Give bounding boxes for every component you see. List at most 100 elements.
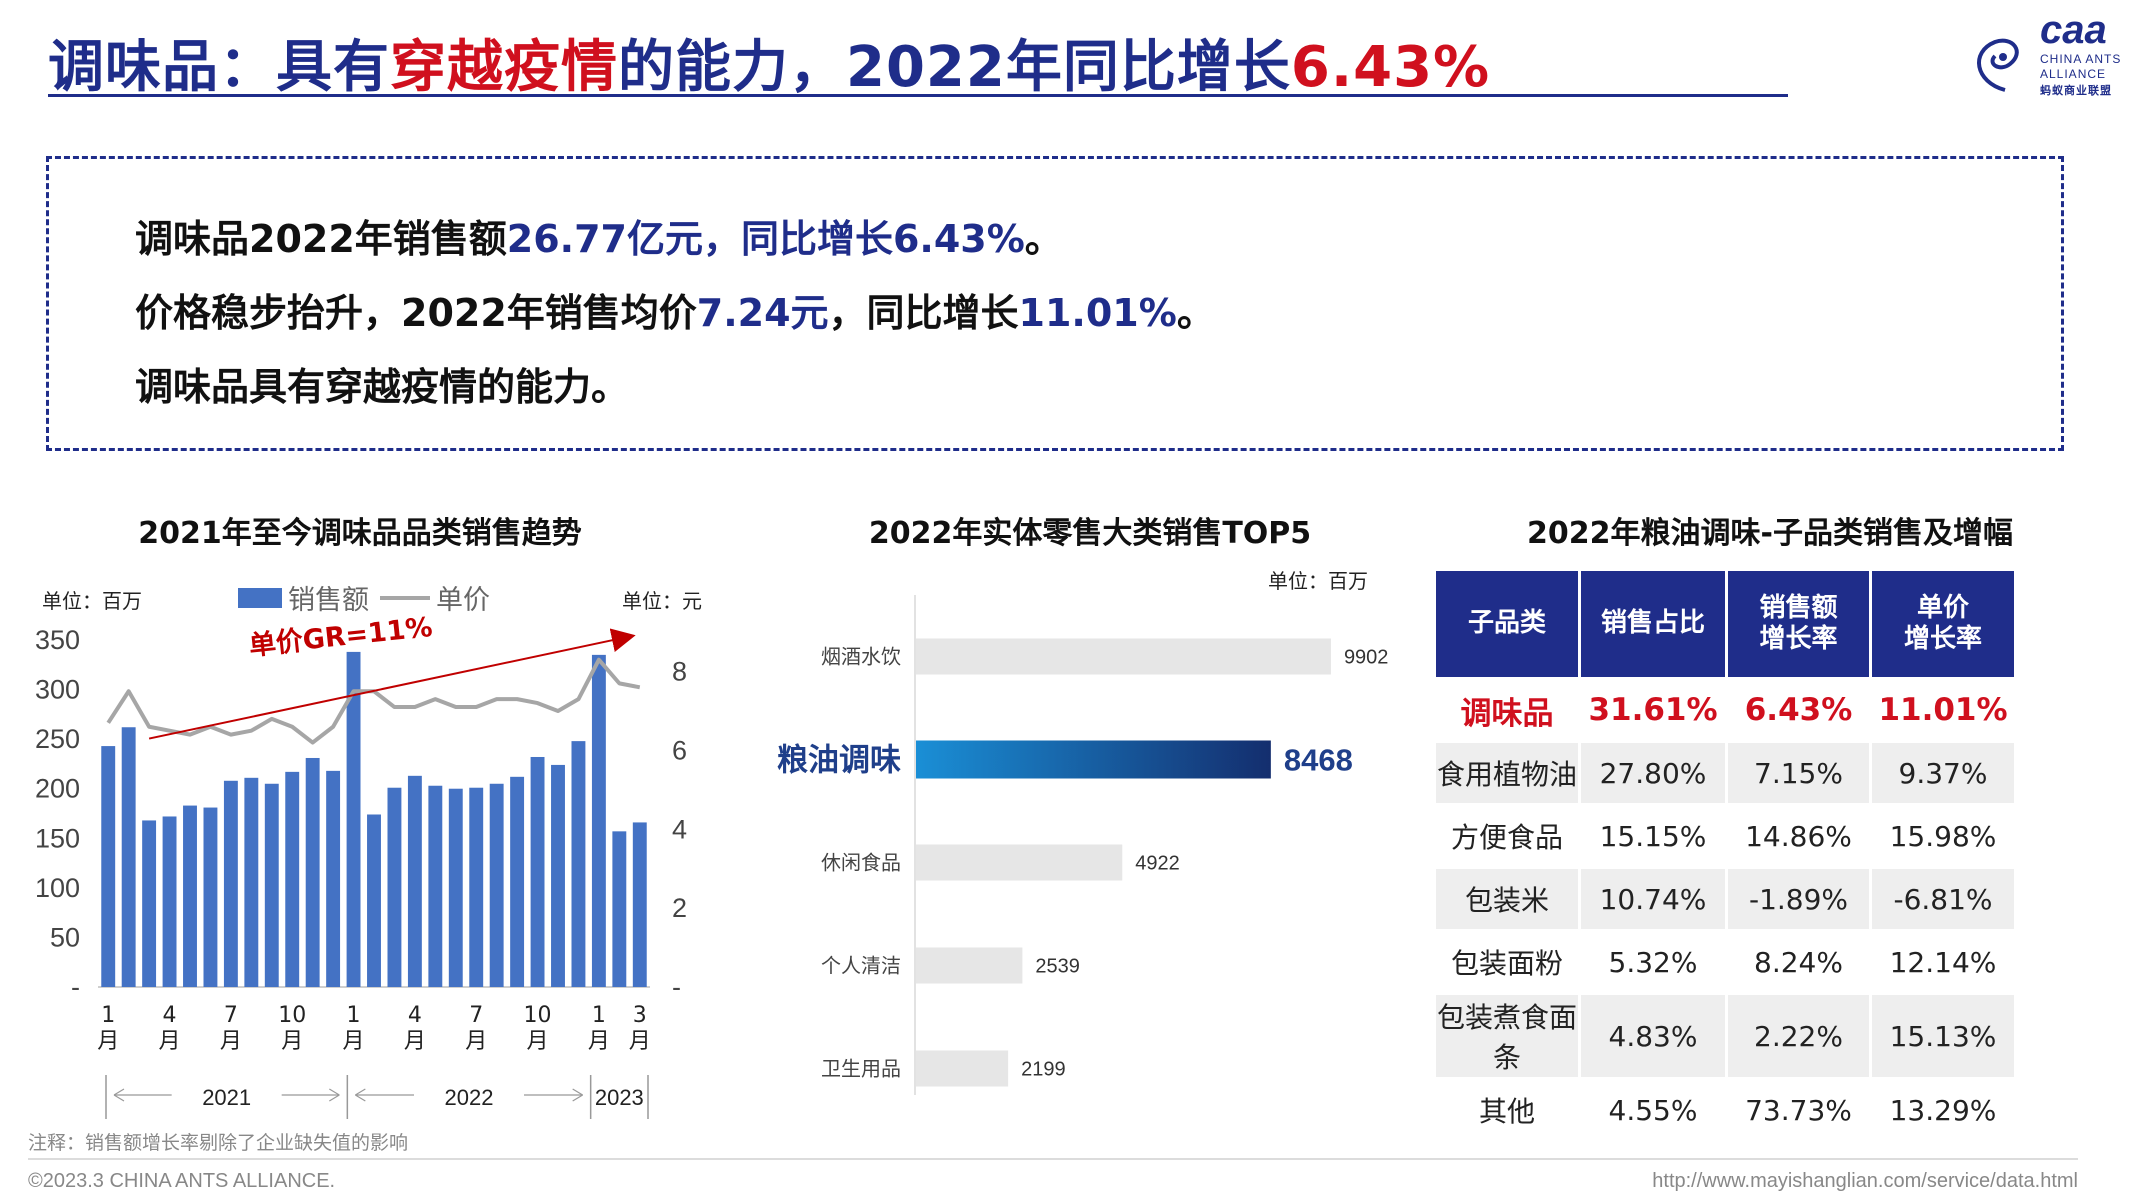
chart2-value-label: 2199 xyxy=(1021,1059,1066,1081)
chart1-bar-5 xyxy=(203,807,218,987)
chart2-bar-3 xyxy=(916,947,1023,984)
footer-divider xyxy=(28,1158,2078,1160)
chart2-hbar: 烟酒水饮 9902 粮油调味 8468 休闲食品 4922 个人清洁 2539 卫生用品 2199 xyxy=(777,595,1389,1095)
chart2-bar-2 xyxy=(916,844,1123,881)
chart1-bar-25 xyxy=(612,831,627,987)
chart1-bar-14 xyxy=(387,787,402,987)
chart1-y-left-tick: - xyxy=(71,972,80,1002)
legend-sales-label: 销售额 xyxy=(288,585,369,616)
table-cell: 15.15% xyxy=(1599,819,1707,853)
table-row: 包装煮食面条 4.83% 2.22% 15.13% xyxy=(1436,995,2014,1077)
chart1-y-left-tick: 200 xyxy=(35,774,80,804)
table-cell: 5.32% xyxy=(1608,945,1698,979)
table-cell: 27.80% xyxy=(1581,743,1725,803)
table-header-cell: 销售占比 xyxy=(1581,571,1725,677)
table-cell: 73.73% xyxy=(1745,1093,1852,1127)
table-row: 方便食品 15.15% 14.86% 15.98% xyxy=(1436,806,2014,866)
chart1-y-right-tick: 2 xyxy=(672,893,687,923)
arrow-left-icon xyxy=(113,1088,125,1102)
legend-price-label: 单价 xyxy=(436,585,490,616)
chart1-bar-17 xyxy=(448,788,463,987)
logo-text-line1: CHINA ANTS xyxy=(2040,52,2122,66)
chart1-bar-1 xyxy=(121,727,136,987)
chart2-category-label: 卫生用品 xyxy=(821,1057,901,1081)
table-cell: 9.37% xyxy=(1872,743,2014,803)
chart1-bar-23 xyxy=(571,741,586,987)
summary-line-1: 调味品2022年销售额26.77亿元，同比增长6.43%。 xyxy=(135,217,1063,261)
chart1-bar-0 xyxy=(101,746,116,987)
legend-price-swatch xyxy=(380,596,430,600)
table-row: 食用植物油 27.80% 7.15% 9.37% xyxy=(1436,743,2014,803)
chart1-bar-19 xyxy=(489,783,504,987)
chart1-bar-10 xyxy=(305,757,320,987)
chart1-x-tick: 10 月 xyxy=(278,1003,306,1054)
table-cell: 12.14% xyxy=(1889,945,1997,979)
table-cell: 31.61% xyxy=(1588,692,1718,728)
footnote: 注释：销售额增长率剔除了企业缺失值的影响 xyxy=(28,1132,409,1154)
chart2-bar-0 xyxy=(916,638,1331,675)
chart1-x-tick: 10 月 xyxy=(524,1003,552,1054)
table-cell: 13.29% xyxy=(1889,1093,1997,1127)
chart1-bar-8 xyxy=(264,783,279,987)
table-cell: 2.22% xyxy=(1728,995,1869,1077)
chart1-combo: - 50 100 150 200 250 300 350 - 2 4 6 8 单价GR=11% 1 月 4 月 7 月… xyxy=(35,612,687,1119)
subcategory-table-wrap: 子品类 销售占比 销售额 增长率 单价 增长率 调味品 31.61% 6.43% 11.01% 食… xyxy=(1433,568,2017,1143)
table-cell: 11.01% xyxy=(1878,692,2008,728)
chart1-y-right-tick: 4 xyxy=(672,814,687,844)
chart2-value-label: 9902 xyxy=(1344,647,1389,669)
page-title: 调味品：具有穿越疫情的能力，2022年同比增长6.43% xyxy=(48,35,1491,100)
chart2-category-label: 个人清洁 xyxy=(821,954,901,978)
chart1-bar-22 xyxy=(551,764,565,987)
table-cell: 15.13% xyxy=(1872,995,2014,1077)
table-cell: 10.74% xyxy=(1581,869,1725,929)
table-cell: 方便食品 xyxy=(1450,821,1563,854)
arrow-left-icon xyxy=(355,1088,366,1102)
chart2-bar-1 xyxy=(916,740,1271,779)
table-cell: 包装米 xyxy=(1436,869,1578,929)
chart1-bar-4 xyxy=(183,805,197,987)
chart2-bar-4 xyxy=(916,1050,1009,1087)
chart1-y-left-tick: 150 xyxy=(35,823,80,853)
table-cell: 调味品 xyxy=(1460,695,1554,732)
chart1-bar-13 xyxy=(367,814,381,987)
chart1-bar-2 xyxy=(142,820,157,987)
chart1-title: 2021年至今调味品品类销售趋势 xyxy=(138,516,582,551)
table-cell: 包装面粉 xyxy=(1450,947,1563,980)
chart2-category-label: 粮油调味 xyxy=(777,743,901,779)
chart1-y-left-tick: 100 xyxy=(35,873,80,903)
source-url[interactable]: http://www.mayishanglian.com/service/dat… xyxy=(1652,1170,2078,1192)
title-underline xyxy=(48,94,1788,97)
summary-line-3: 调味品具有穿越疫情的能力。 xyxy=(135,365,630,409)
chart1-annotation-arrow xyxy=(148,628,636,740)
chart1-bar-15 xyxy=(407,775,422,987)
copyright: ©2023.3 CHINA ANTS ALLIANCE. xyxy=(28,1170,336,1192)
chart1-bar-26 xyxy=(632,822,647,987)
chart1-bar-18 xyxy=(469,787,484,987)
table-cell: 15.98% xyxy=(1889,819,1997,853)
logo-text-line3: 蚂蚁商业联盟 xyxy=(2040,85,2112,97)
chart1-y-left-tick: 350 xyxy=(35,625,80,655)
subcategory-table: 子品类 销售占比 销售额 增长率 单价 增长率 调味品 31.61% 6.43% 11.01% 食… xyxy=(1433,568,2017,1143)
ant-logo-icon xyxy=(1977,38,2019,92)
chart2-unit: 单位：百万 xyxy=(1268,569,1368,593)
chart1-year-label: 2022 xyxy=(445,1085,494,1110)
legend-sales-swatch xyxy=(238,588,282,608)
chart1-year-label: 2021 xyxy=(202,1085,251,1110)
table-cell: 6.43% xyxy=(1744,692,1853,728)
chart1-bar-3 xyxy=(162,816,177,987)
chart1-y-right-tick: 8 xyxy=(672,657,687,687)
chart1-bar-11 xyxy=(326,770,341,987)
table-cell: 8.24% xyxy=(1754,945,1843,979)
table-cell: -6.81% xyxy=(1872,869,2014,929)
logo-brand: caa xyxy=(2040,8,2107,52)
chart1-y-left-tick: 50 xyxy=(50,922,80,952)
table-row: 其他 4.55% 73.73% 13.29% xyxy=(1436,1080,2014,1140)
table-cell: 食用植物油 xyxy=(1436,743,1578,803)
chart2-value-label: 2539 xyxy=(1035,956,1080,978)
chart1-year-label: 2023 xyxy=(595,1085,644,1110)
table-cell: 14.86% xyxy=(1745,819,1852,853)
